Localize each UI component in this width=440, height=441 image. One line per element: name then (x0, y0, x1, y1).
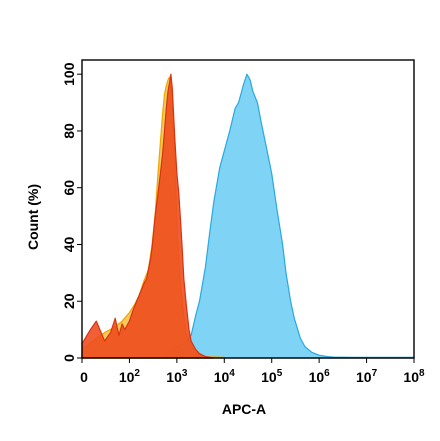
y-tick-label: 20 (61, 293, 77, 309)
x-tick-base: 10 (119, 369, 135, 385)
plot-area-frame (81, 59, 415, 359)
x-tick-exponent: 7 (372, 368, 378, 379)
x-tick-label: 107 (356, 368, 378, 385)
y-tick-label: 80 (61, 123, 77, 139)
y-tick-label: 100 (61, 62, 77, 86)
x-tick-base: 10 (166, 369, 182, 385)
x-tick-base: 10 (403, 369, 419, 385)
x-tick-label: 106 (309, 368, 331, 385)
x-tick-label: 103 (166, 368, 188, 385)
histogram-series-0 (128, 73, 415, 359)
x-tick-exponent: 2 (134, 368, 140, 379)
x-tick-label: 0 (80, 369, 88, 385)
x-tick-label: 104 (214, 368, 236, 385)
y-tick-label: 0 (61, 354, 77, 362)
x-tick-base: 10 (356, 369, 372, 385)
x-tick-base: 10 (214, 369, 230, 385)
x-tick-exponent: 5 (277, 368, 283, 379)
histogram-series-2 (81, 73, 215, 359)
x-tick-base: 10 (261, 369, 277, 385)
x-tick-exponent: 8 (419, 368, 425, 379)
x-tick-label: 102 (119, 368, 141, 385)
x-tick-base: 0 (80, 369, 88, 385)
x-tick-label: 108 (403, 368, 425, 385)
y-tick-label: 40 (61, 236, 77, 252)
series-layer (81, 73, 415, 359)
x-tick-base: 10 (309, 369, 325, 385)
x-tick-exponent: 4 (229, 368, 235, 379)
y-tick-label: 60 (61, 180, 77, 196)
x-axis-title: APC-A (222, 401, 266, 417)
x-tick-exponent: 6 (324, 368, 330, 379)
x-tick-exponent: 3 (182, 368, 188, 379)
x-tick-label: 105 (261, 368, 283, 385)
y-axis-title: Count (%) (25, 184, 41, 250)
